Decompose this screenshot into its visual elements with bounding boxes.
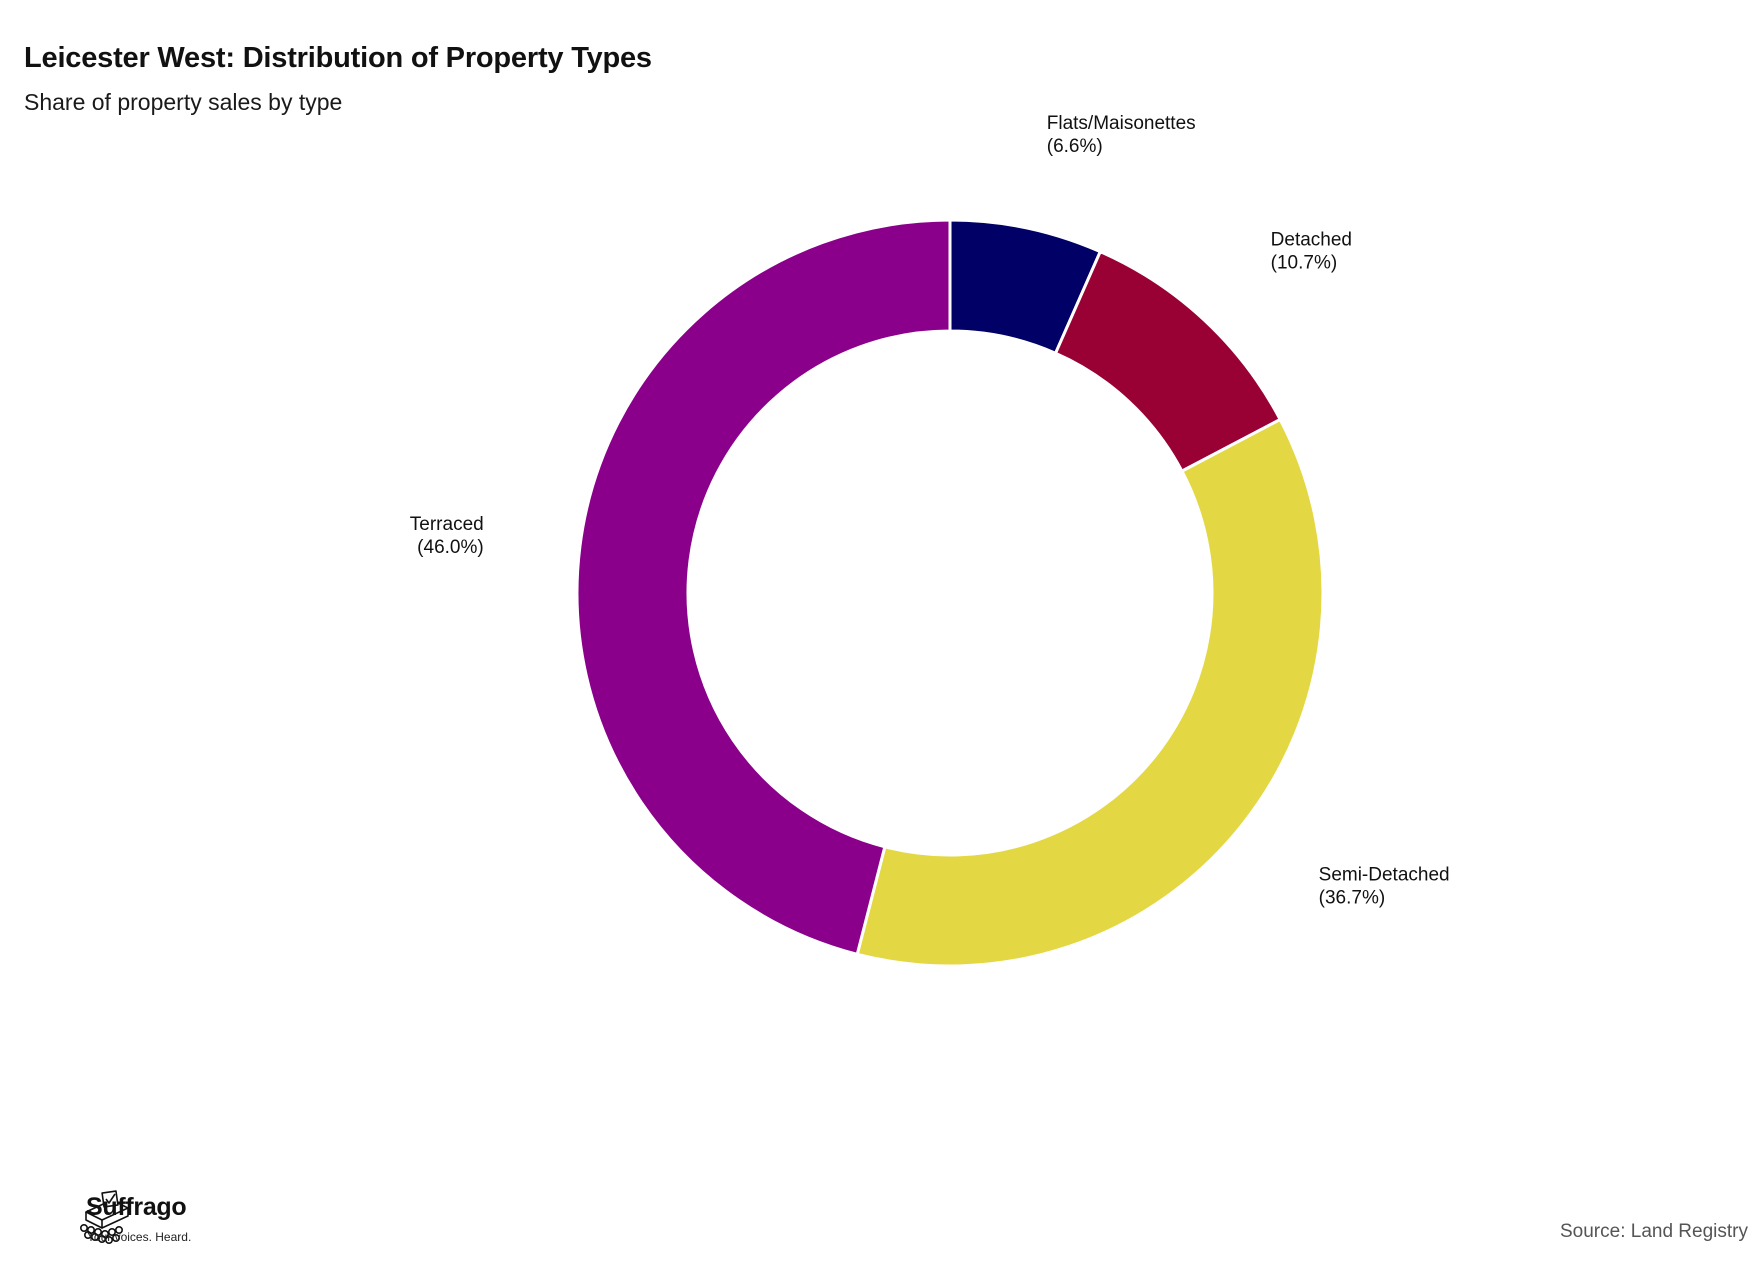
donut-slices <box>575 218 1325 968</box>
slice-semi-detached <box>855 417 1325 968</box>
slice-label-semi-detached: Semi-Detached (36.7%) <box>1319 865 1450 909</box>
chart-subtitle: Share of property sales by type <box>24 89 343 115</box>
brand-tagline: Your voices. Heard. <box>87 1230 192 1244</box>
brand-name: Suffrago <box>86 1193 187 1221</box>
slice-label-terraced: Terraced (46.0%) <box>410 514 484 558</box>
slice-labels: Flats/Maisonettes (6.6%) Detached (10.7%) Se… <box>410 113 1450 908</box>
slice-label-detached: Detached (10.7%) <box>1271 229 1352 273</box>
ballot-box-icon <box>80 1190 129 1244</box>
slice-label-flats-maisonettes: Flats/Maisonettes (6.6%) <box>1047 113 1196 157</box>
slice-terraced <box>575 218 952 957</box>
source-note: Source: Land Registry <box>1560 1221 1748 1242</box>
chart-title: Leicester West: Distribution of Property… <box>24 42 652 74</box>
